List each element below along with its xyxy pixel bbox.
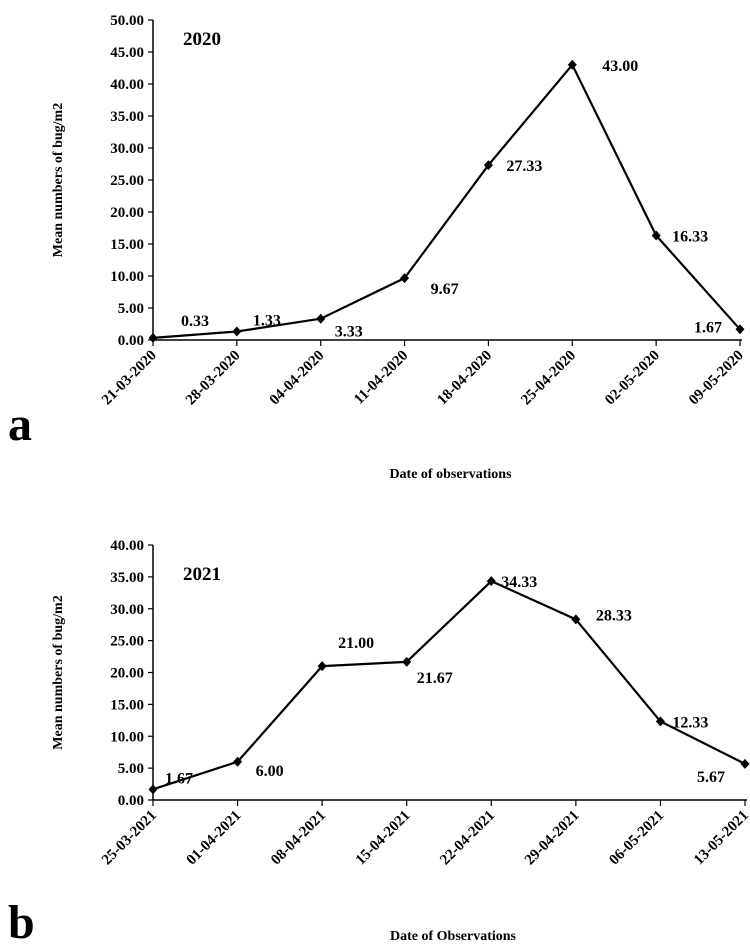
x-tick-label: 13-05-2021 bbox=[691, 808, 750, 869]
data-label: 3.33 bbox=[335, 324, 363, 341]
y-axis-title: Mean numbers of bug/m2 bbox=[51, 595, 66, 749]
y-tick-label: 25.00 bbox=[110, 173, 144, 189]
data-point-marker bbox=[567, 59, 577, 70]
y-tick-label: 15.00 bbox=[110, 697, 144, 713]
y-tick-label: 35.00 bbox=[110, 570, 144, 586]
data-label: 27.33 bbox=[506, 158, 542, 175]
x-tick-label: 15-04-2021 bbox=[353, 808, 414, 869]
y-tick-label: 0.00 bbox=[118, 333, 144, 349]
data-label: 1.67 bbox=[165, 770, 193, 787]
y-axis-title: Mean numbers of bug/m2 bbox=[51, 103, 66, 257]
y-tick-label: 30.00 bbox=[110, 602, 144, 618]
data-point-marker bbox=[233, 756, 243, 767]
y-tick-label: 10.00 bbox=[110, 269, 144, 285]
x-tick-label: 02-05-2020 bbox=[602, 348, 663, 409]
x-tick-label: 25-04-2020 bbox=[518, 348, 579, 409]
data-point-marker bbox=[486, 576, 496, 587]
chart-2021: 0.00 5.00 10.00 15.00 20.00 25.00 30.00 35.00 40… bbox=[8, 538, 750, 945]
data-label: 43.00 bbox=[602, 58, 638, 75]
data-point-marker bbox=[316, 313, 326, 324]
panel-label: a bbox=[8, 398, 32, 451]
y-tick-label: 40.00 bbox=[110, 77, 144, 93]
chart-2020: 0.00 5.00 10.00 15.00 20.00 25.00 30.00 35.00 40… bbox=[8, 13, 747, 482]
data-point-marker bbox=[148, 332, 158, 343]
x-tick-label: 08-04-2021 bbox=[268, 808, 329, 869]
x-tick-label: 11-04-2020 bbox=[351, 348, 411, 408]
year-annotation: 2021 bbox=[183, 564, 221, 585]
data-label: 21.67 bbox=[417, 670, 453, 687]
data-label: 1.67 bbox=[694, 319, 722, 336]
y-tick-label: 40.00 bbox=[110, 538, 144, 554]
data-label: 28.33 bbox=[596, 607, 632, 624]
y-tick-label: 20.00 bbox=[110, 205, 144, 221]
y-tick-label: 50.00 bbox=[110, 13, 144, 29]
series-line bbox=[152, 580, 746, 791]
data-point-marker bbox=[317, 661, 327, 672]
y-tick-label: 0.00 bbox=[118, 793, 144, 809]
y-tick-label: 15.00 bbox=[110, 237, 144, 253]
x-tick-label: 25-03-2021 bbox=[99, 808, 160, 869]
y-tick-label: 35.00 bbox=[110, 109, 144, 125]
data-point-marker bbox=[400, 273, 410, 284]
x-tick-label: 28-03-2020 bbox=[183, 348, 244, 409]
x-tick-label: 06-05-2021 bbox=[606, 808, 667, 869]
x-axis-title: Date of Observations bbox=[390, 929, 517, 944]
y-tick-label: 45.00 bbox=[110, 45, 144, 61]
data-point-marker bbox=[655, 716, 665, 727]
data-point-marker bbox=[402, 656, 412, 667]
x-tick-label: 21-03-2020 bbox=[99, 348, 160, 409]
data-label: 21.00 bbox=[338, 635, 374, 652]
data-label: 1.33 bbox=[253, 312, 281, 329]
y-tick-label: 5.00 bbox=[118, 761, 144, 777]
data-point-marker bbox=[571, 614, 581, 625]
data-label: 9.67 bbox=[431, 281, 459, 298]
series-line bbox=[152, 63, 741, 339]
x-tick-label: 29-04-2021 bbox=[522, 808, 583, 869]
data-point-marker bbox=[735, 324, 745, 335]
y-tick-label: 20.00 bbox=[110, 666, 144, 682]
data-point-marker bbox=[483, 160, 493, 171]
data-point-marker bbox=[232, 326, 242, 337]
data-point-marker bbox=[148, 784, 158, 795]
data-label: 6.00 bbox=[256, 763, 284, 780]
data-label: 0.33 bbox=[181, 313, 209, 330]
data-label: 5.67 bbox=[697, 769, 725, 786]
y-tick-label: 10.00 bbox=[110, 729, 144, 745]
data-point-marker bbox=[651, 230, 661, 241]
x-tick-label: 01-04-2021 bbox=[184, 808, 245, 869]
x-tick-label: 04-04-2020 bbox=[267, 348, 328, 409]
x-tick-label: 22-04-2021 bbox=[437, 808, 498, 869]
x-tick-label: 18-04-2020 bbox=[434, 348, 495, 409]
panel-label: b bbox=[8, 896, 35, 945]
year-annotation: 2020 bbox=[183, 29, 221, 50]
x-tick-label: 09-05-2020 bbox=[686, 348, 747, 409]
y-tick-label: 25.00 bbox=[110, 634, 144, 650]
data-label: 16.33 bbox=[672, 228, 708, 245]
y-tick-label: 5.00 bbox=[118, 301, 144, 317]
x-axis-title: Date of observations bbox=[389, 467, 512, 482]
data-label: 34.33 bbox=[501, 574, 537, 591]
y-tick-label: 30.00 bbox=[110, 141, 144, 157]
data-point-marker bbox=[740, 758, 750, 769]
data-label: 12.33 bbox=[672, 714, 708, 731]
